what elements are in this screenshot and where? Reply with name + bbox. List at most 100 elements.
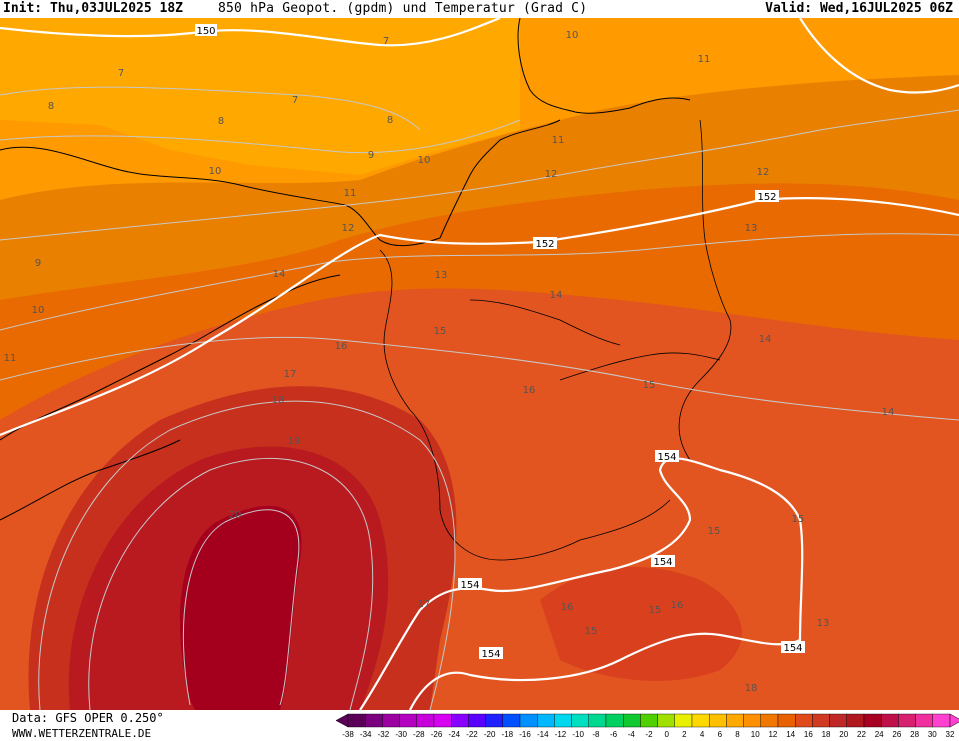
valid-time: Valid: Wed,16JUL2025 06Z	[765, 1, 953, 16]
scale-tick-label: -24	[448, 730, 460, 739]
scale-color-box	[640, 713, 658, 728]
scale-tick-label: -38	[342, 730, 354, 739]
scale-color-box	[812, 713, 830, 728]
svg-text:154: 154	[481, 649, 500, 660]
scale-color-box	[760, 713, 779, 728]
svg-text:18: 18	[745, 683, 758, 694]
init-time: Init: Thu,03JUL2025 18Z	[3, 1, 184, 16]
geo-label: 154	[458, 578, 482, 591]
header: Init: Thu,03JUL2025 18Z 850 hPa Geopot. …	[0, 0, 959, 18]
scale-tick-label: -8	[592, 730, 600, 739]
scale-tick-label: -30	[395, 730, 407, 739]
scale-tick-label: 8	[735, 730, 740, 739]
scale-right-arrow	[949, 713, 959, 728]
scale-color-box	[674, 713, 693, 728]
svg-text:13: 13	[745, 223, 758, 234]
data-source: Data: GFS OPER 0.250°	[12, 711, 164, 725]
svg-text:14: 14	[273, 269, 286, 280]
svg-text:16: 16	[335, 341, 348, 352]
scale-color-box	[416, 713, 435, 728]
scale-tick-label: 10	[751, 730, 760, 739]
scale-tick-label: 16	[804, 730, 813, 739]
svg-text:10: 10	[32, 305, 45, 316]
svg-text:7: 7	[118, 68, 124, 79]
svg-text:8: 8	[218, 116, 224, 127]
scale-color-box	[743, 713, 761, 728]
svg-text:14: 14	[550, 290, 563, 301]
weather-map: 150 152 152 154 154 154 154 154 7 7 7 8 …	[0, 18, 959, 710]
scale-color-box	[881, 713, 899, 728]
svg-text:154: 154	[657, 452, 676, 463]
footer: Data: GFS OPER 0.250° WWW.WETTERZENTRALE…	[0, 710, 959, 741]
scale-color-box	[502, 713, 521, 728]
geopotential-labels: 150 152 152 154 154 154 154 154	[195, 24, 805, 660]
scale-tick-label: -32	[378, 730, 390, 739]
geo-label: 154	[781, 641, 805, 654]
geo-label: 150	[195, 24, 217, 37]
scale-color-box	[898, 713, 916, 728]
scale-tick-label: -6	[610, 730, 618, 739]
geo-label: 154	[655, 450, 679, 463]
scale-tick-label: 26	[892, 730, 901, 739]
scale-tick-label: 14	[786, 730, 795, 739]
country-borders	[379, 119, 732, 561]
scale-color-box	[554, 713, 572, 728]
scale-color-box	[571, 713, 589, 728]
band-20	[180, 505, 302, 710]
scale-color-box	[863, 713, 882, 728]
scale-tick-label: 20	[839, 730, 848, 739]
scale-tick-label: -26	[431, 730, 443, 739]
scale-tick-label: -4	[628, 730, 636, 739]
svg-text:12: 12	[342, 223, 355, 234]
svg-text:20: 20	[229, 510, 242, 521]
svg-text:8: 8	[48, 101, 54, 112]
scale-color-box	[399, 713, 418, 728]
map-title: 850 hPa Geopot. (gpdm) und Temperatur (G…	[218, 1, 588, 16]
scale-tick-label: 28	[910, 730, 919, 739]
svg-text:19: 19	[288, 436, 301, 447]
scale-color-box	[777, 713, 796, 728]
scale-color-box	[485, 713, 504, 728]
temperature-labels: 7 7 7 8 8 8 9 9 10 10 10 11 11 11 11 12 …	[4, 30, 895, 694]
scale-tick-label: 32	[946, 730, 955, 739]
svg-text:7: 7	[292, 95, 298, 106]
svg-text:16: 16	[671, 600, 684, 611]
scale-color-box	[829, 713, 847, 728]
svg-text:9: 9	[35, 258, 41, 269]
svg-text:11: 11	[552, 135, 565, 146]
svg-text:18: 18	[272, 395, 285, 406]
svg-text:15: 15	[792, 514, 805, 525]
svg-text:15: 15	[434, 326, 447, 337]
color-boxes	[335, 713, 959, 728]
scale-color-box	[657, 713, 675, 728]
svg-text:152: 152	[757, 192, 776, 203]
svg-text:152: 152	[535, 239, 554, 250]
scale-tick-label: 30	[928, 730, 937, 739]
scale-tick-label: -12	[555, 730, 567, 739]
scale-color-box	[365, 713, 383, 728]
svg-text:11: 11	[344, 188, 357, 199]
scale-color-box	[932, 713, 951, 728]
scale-color-box	[846, 713, 865, 728]
temperature-color-scale: -38 -34 -32 -30 -28 -26 -24 -22 -20 -18 -16 -14 -12-…	[335, 713, 959, 739]
scale-tick-label: -14	[537, 730, 549, 739]
scale-ticks: -38 -34 -32 -30 -28 -26 -24 -22 -20 -18 -16 -14 -12-…	[342, 730, 955, 739]
scale-tick-label: 24	[875, 730, 884, 739]
svg-text:12: 12	[545, 169, 558, 180]
svg-text:10: 10	[566, 30, 579, 41]
scale-tick-label: 0	[664, 730, 669, 739]
alps-band	[540, 566, 742, 681]
scale-color-box	[433, 713, 452, 728]
svg-text:15: 15	[708, 526, 721, 537]
svg-text:17: 17	[284, 369, 297, 380]
scale-color-box	[519, 713, 538, 728]
scale-tick-label: -28	[413, 730, 425, 739]
coastlines	[0, 18, 691, 521]
band-6-7	[0, 18, 520, 175]
svg-text:14: 14	[759, 334, 772, 345]
scale-tick-label: -2	[645, 730, 653, 739]
scale-color-box	[382, 713, 400, 728]
scale-color-box	[709, 713, 727, 728]
scale-color-box	[915, 713, 933, 728]
svg-text:14: 14	[882, 407, 895, 418]
